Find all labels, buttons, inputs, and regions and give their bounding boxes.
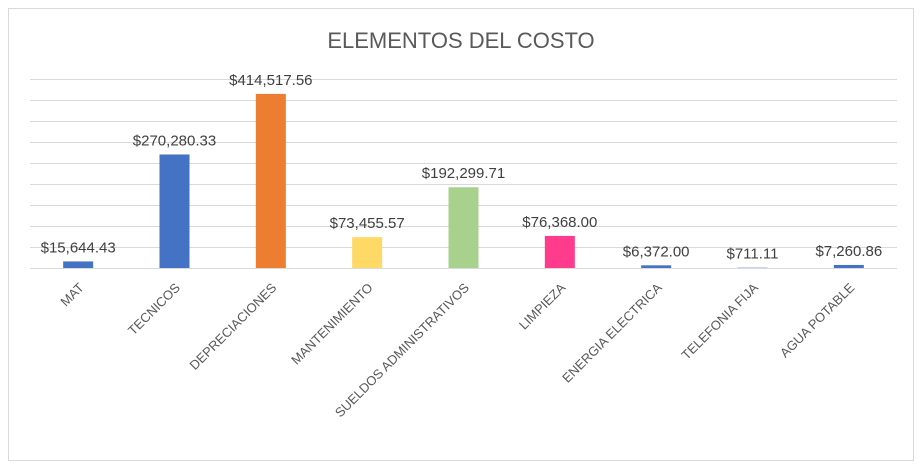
data-label: $192,299.71 <box>422 165 505 182</box>
bar <box>63 261 93 268</box>
bar <box>834 265 864 268</box>
data-label: $15,644.43 <box>41 239 116 256</box>
chart-title: ELEMENTOS DEL COSTO <box>327 28 594 53</box>
data-label: $414,517.56 <box>229 72 312 89</box>
data-label: $6,372.00 <box>623 243 690 260</box>
bar <box>641 265 671 268</box>
bar <box>352 237 382 268</box>
data-label: $711.11 <box>727 246 779 263</box>
bar <box>256 94 286 268</box>
data-label: $7,260.86 <box>815 243 882 260</box>
data-label: $270,280.33 <box>133 132 216 149</box>
bar <box>545 236 575 268</box>
data-label: $73,455.57 <box>330 215 405 232</box>
data-label: $76,368.00 <box>522 214 597 231</box>
bar <box>449 187 479 268</box>
bar <box>160 154 190 268</box>
